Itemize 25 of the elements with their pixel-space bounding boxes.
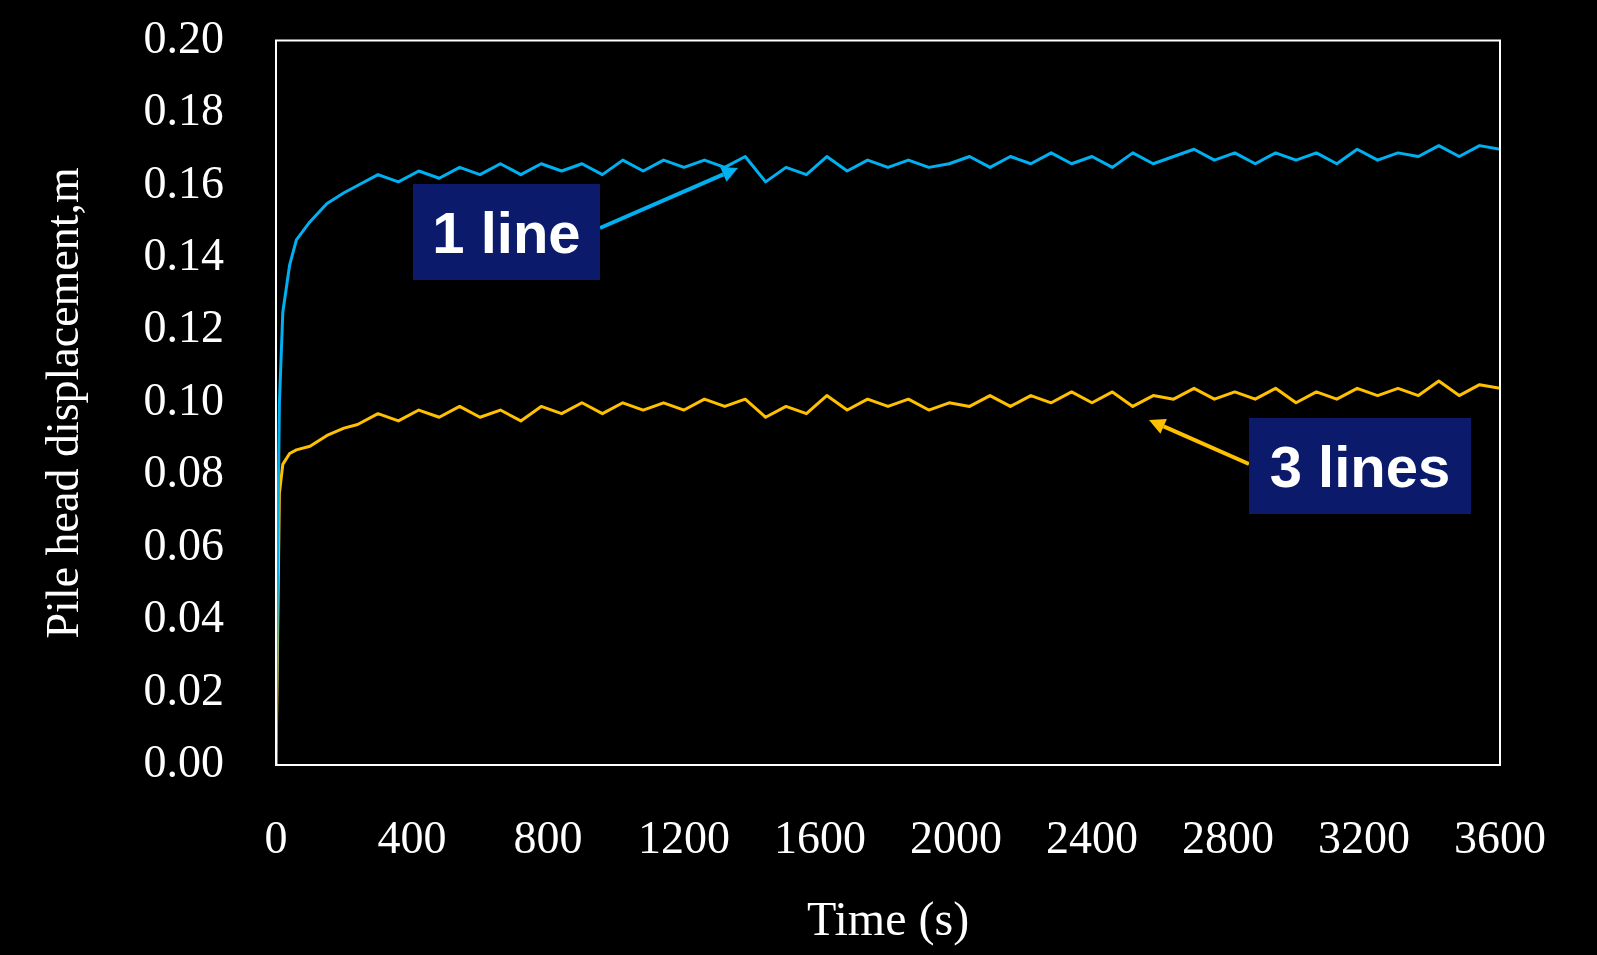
- y-tick-label: 0.14: [143, 229, 224, 280]
- x-tick-label: 2000: [910, 811, 1002, 863]
- x-tick-label: 0: [264, 811, 288, 863]
- x-tick-label: 400: [377, 811, 447, 863]
- y-tick-label: 0.18: [143, 84, 224, 136]
- y-tick-label: 0.08: [143, 446, 224, 498]
- x-tick-label: 2800: [1182, 811, 1274, 863]
- x-tick-label: 2400: [1046, 811, 1138, 863]
- y-tick-label: 0.12: [143, 301, 224, 353]
- y-tick-label: 0.16: [143, 156, 224, 208]
- x-axis-title: Time (s): [806, 891, 970, 946]
- series-label: 1 line: [413, 184, 600, 280]
- y-tick-label: 0.02: [143, 663, 224, 715]
- x-tick-label: 800: [513, 811, 583, 863]
- x-tick-label: 3600: [1454, 811, 1546, 863]
- x-tick-label: 3200: [1318, 811, 1410, 863]
- legend-label: 3 lines: [1249, 418, 1471, 514]
- y-tick-label: 0.00: [143, 736, 224, 788]
- y-tick-label: 0.20: [143, 11, 224, 63]
- y-tick-label: 0.04: [143, 591, 224, 643]
- y-tick-label: 0.06: [143, 518, 224, 570]
- y-axis-title: Pile head displacement,m: [36, 166, 88, 639]
- y-tick-label: 0.10: [143, 373, 224, 425]
- x-tick-label: 1200: [638, 811, 730, 863]
- x-tick-label: 1600: [774, 811, 866, 863]
